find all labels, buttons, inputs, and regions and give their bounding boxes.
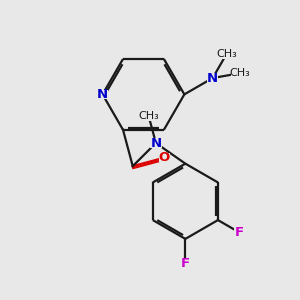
- FancyBboxPatch shape: [97, 90, 108, 99]
- FancyBboxPatch shape: [207, 74, 218, 82]
- Text: N: N: [207, 71, 218, 85]
- Text: N: N: [150, 136, 161, 149]
- FancyBboxPatch shape: [140, 111, 158, 121]
- FancyBboxPatch shape: [150, 138, 162, 148]
- FancyBboxPatch shape: [231, 68, 249, 78]
- Text: CH₃: CH₃: [138, 111, 159, 121]
- Text: F: F: [181, 257, 190, 270]
- Text: CH₃: CH₃: [216, 49, 237, 59]
- Text: O: O: [159, 151, 170, 164]
- FancyBboxPatch shape: [234, 228, 244, 237]
- FancyBboxPatch shape: [180, 259, 190, 268]
- FancyBboxPatch shape: [218, 49, 236, 59]
- Text: F: F: [235, 226, 244, 239]
- Text: CH₃: CH₃: [230, 68, 250, 78]
- Text: N: N: [97, 88, 108, 101]
- FancyBboxPatch shape: [159, 153, 170, 162]
